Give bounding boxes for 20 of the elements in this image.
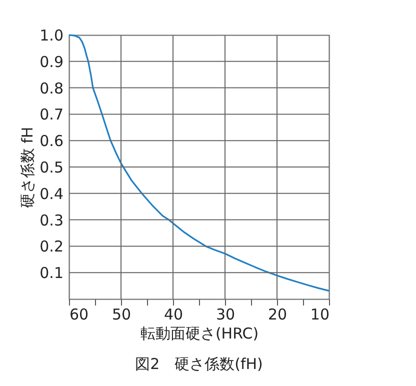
- y-tick-label: 0.3: [40, 211, 64, 230]
- y-tick-label: 1.0: [40, 26, 64, 44]
- y-tick-label: 0.2: [40, 238, 64, 256]
- y-tick-label: 0.5: [40, 158, 64, 176]
- y-tick-label: 0.7: [40, 106, 64, 124]
- y-tick-label: 0.6: [40, 132, 64, 150]
- x-tick-label: 50: [112, 306, 132, 324]
- x-tick-label: 40: [164, 306, 184, 324]
- y-tick-label: 0.8: [40, 79, 64, 98]
- x-axis-title: 転動面硬さ(HRC): [140, 324, 259, 342]
- x-tick-label: 10: [310, 306, 330, 324]
- x-tick-label: 60: [70, 306, 89, 324]
- line-series: [68, 34, 330, 292]
- y-axis-title: 硬さ係数 fH: [18, 126, 37, 208]
- caption: 図2 硬さ係数(fH): [135, 355, 263, 373]
- y-tick-label: 0.4: [40, 184, 64, 203]
- x-tick-label: 30: [216, 306, 236, 324]
- x-tick-label: 20: [268, 306, 288, 324]
- y-tick-label: 0.9: [40, 52, 64, 71]
- y-tick-label: 0.1: [40, 264, 64, 282]
